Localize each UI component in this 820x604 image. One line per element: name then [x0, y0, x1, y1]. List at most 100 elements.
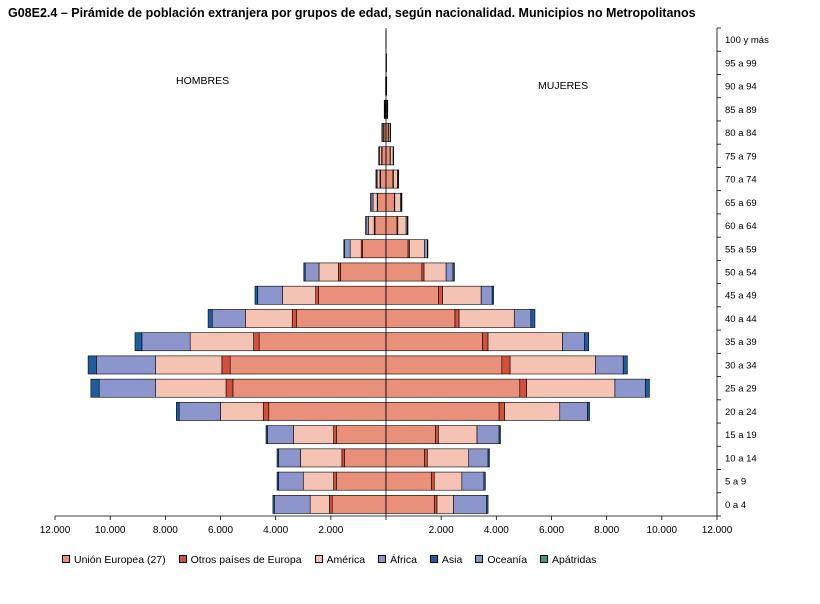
age-group-label: 40 a 44 [725, 314, 757, 325]
bar-women-0-65-a-69 [385, 192, 395, 212]
legend-item: Otros países de Europa [178, 554, 302, 566]
legend-swatch [378, 555, 387, 564]
bar-men-1-35-a-39 [253, 332, 260, 352]
x-tick-label: 4.000 [484, 525, 509, 536]
bar-women-1-40-a-44 [454, 309, 460, 328]
age-group-label: 90 a 94 [725, 82, 757, 93]
bar-women-3-80-a-84 [389, 123, 391, 142]
legend-label: África [390, 554, 417, 566]
bar-men-2-45-a-49 [282, 285, 316, 305]
bar-women-3-20-a-24 [559, 402, 588, 421]
bar-women-2-55-a-59 [409, 239, 425, 259]
bar-men-4-10-a-14 [276, 448, 279, 468]
bar-men-1-0-a-4 [329, 495, 333, 514]
bar-men-3-15-a-19 [267, 425, 294, 445]
bar-women-0-35-a-39 [385, 332, 483, 352]
right-side-label: MUJERES [538, 80, 589, 92]
bar-women-0-55-a-59 [385, 239, 409, 259]
bar-women-2-30-a-34 [509, 355, 596, 375]
bar-men-3-25-a-29 [98, 378, 156, 398]
age-group-label: 85 a 89 [725, 105, 757, 116]
bar-men-3-45-a-49 [257, 285, 283, 305]
legend-item: Oceanía [475, 554, 527, 566]
bar-men-4-15-a-19 [265, 425, 268, 445]
bar-men-2-35-a-39 [189, 332, 254, 352]
bar-women-4-5-a-9 [483, 471, 486, 491]
bar-women-2-10-a-14 [427, 448, 470, 468]
bar-women-4-10-a-14 [487, 448, 490, 468]
bar-men-0-20-a-24 [268, 402, 387, 421]
bar-men-2-70-a-74 [376, 169, 381, 189]
bar-women-0-40-a-44 [385, 309, 456, 328]
bar-men-4-60-a-64 [365, 216, 367, 235]
x-tick-label: 10.000 [95, 525, 126, 536]
bar-men-0-40-a-44 [296, 309, 387, 328]
bar-women-4-60-a-64 [407, 216, 409, 235]
bar-men-0-60-a-64 [374, 216, 387, 235]
bar-women-4-30-a-34 [622, 355, 628, 375]
bar-men-2-0-a-4 [309, 495, 330, 514]
bar-women-0-25-a-29 [385, 378, 521, 398]
chart-title: G08E2.4 – Pirámide de población extranje… [8, 6, 696, 20]
legend-label: Asia [441, 554, 463, 566]
bar-men-1-40-a-44 [291, 309, 297, 328]
x-tick-label: 8.000 [594, 525, 619, 536]
age-group-label: 20 a 24 [725, 407, 757, 418]
bar-women-4-70-a-74 [397, 169, 399, 189]
legend-item: Asia [429, 554, 463, 566]
bar-men-4-65-a-69 [370, 192, 372, 212]
bar-women-2-15-a-19 [438, 425, 478, 445]
legend-swatch [429, 555, 438, 564]
bar-women-0-15-a-19 [385, 425, 436, 445]
bar-men-4-35-a-39 [134, 332, 143, 352]
bar-men-2-25-a-29 [155, 378, 227, 398]
bar-men-1-25-a-29 [225, 378, 234, 398]
bar-women-0-30-a-34 [385, 355, 503, 375]
bar-women-4-35-a-39 [584, 332, 590, 352]
bar-women-3-50-a-54 [445, 262, 454, 282]
bar-men-2-85-a-89 [383, 99, 386, 119]
age-group-label: 25 a 29 [725, 384, 757, 395]
bar-women-2-75-a-79 [390, 146, 394, 166]
bar-men-2-60-a-64 [368, 216, 375, 235]
bar-women-0-20-a-24 [385, 402, 500, 421]
bar-men-3-30-a-34 [96, 355, 156, 375]
bar-men-4-0-a-4 [272, 495, 275, 514]
bar-men-2-30-a-34 [155, 355, 223, 375]
bar-women-0-60-a-64 [385, 216, 398, 235]
bar-women-3-35-a-39 [562, 332, 585, 352]
age-group-label: 30 a 34 [725, 360, 757, 371]
bar-women-4-20-a-24 [587, 402, 590, 421]
bar-men-0-50-a-54 [340, 262, 387, 282]
legend-label: Unión Europea (27) [74, 554, 166, 566]
bar-women-3-30-a-34 [595, 355, 624, 375]
bar-women-2-65-a-69 [394, 192, 401, 212]
bar-men-0-55-a-59 [362, 239, 387, 259]
bar-women-3-55-a-59 [424, 239, 428, 259]
bar-women-1-45-a-49 [438, 285, 443, 305]
bar-women-2-20-a-24 [504, 402, 561, 421]
bar-men-0-10-a-14 [344, 448, 387, 468]
bar-men-1-10-a-14 [341, 448, 345, 468]
bar-women-3-25-a-29 [614, 378, 646, 398]
bar-men-1-20-a-24 [262, 402, 270, 421]
bar-men-0-75-a-79 [381, 146, 387, 166]
bar-women-2-5-a-9 [433, 471, 463, 491]
legend-label: Otros países de Europa [190, 554, 302, 566]
bar-women-2-0-a-4 [436, 495, 454, 514]
legend-label: Oceanía [487, 554, 528, 566]
age-group-label: 0 a 4 [725, 500, 746, 511]
bar-men-3-35-a-39 [141, 332, 191, 352]
bar-men-4-75-a-79 [378, 146, 380, 166]
legend-item: América [314, 554, 365, 566]
age-group-label: 80 a 84 [725, 128, 757, 139]
bar-women-0-50-a-54 [385, 262, 423, 282]
left-side-label: HOMBRES [176, 75, 230, 87]
bar-women-1-5-a-9 [431, 471, 435, 491]
bar-men-4-55-a-59 [343, 239, 345, 259]
x-tick-label: 6.000 [208, 525, 233, 536]
bar-women-4-25-a-29 [644, 378, 650, 398]
bar-men-2-5-a-9 [302, 471, 334, 491]
bar-men-2-15-a-19 [293, 425, 334, 445]
bar-women-3-75-a-79 [392, 146, 394, 166]
